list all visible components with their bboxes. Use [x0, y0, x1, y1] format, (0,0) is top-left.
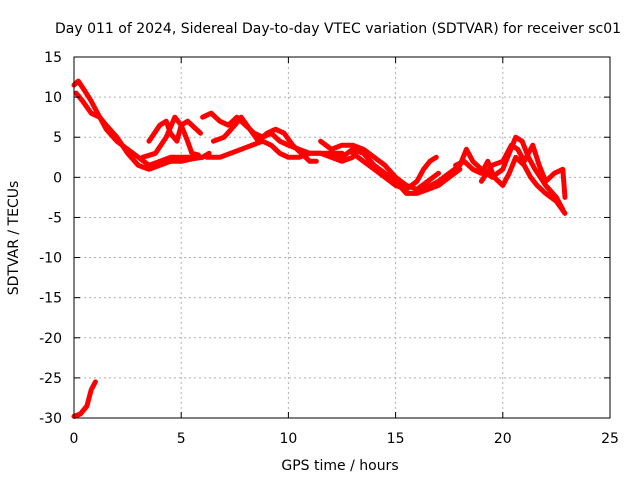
series-track-c: [146, 118, 203, 144]
y-tick-label: -5: [48, 210, 62, 226]
series-track-f: [210, 114, 319, 164]
series-track-b: [73, 90, 206, 172]
plot-frame: [73, 56, 611, 419]
x-tick-label: 25: [601, 431, 619, 447]
x-axis-label: GPS time / hours: [281, 458, 398, 474]
grid: [74, 57, 610, 418]
series-track-m: [478, 142, 568, 200]
x-tick-label: 0: [70, 431, 79, 447]
series-track-g: [204, 138, 356, 164]
series-track-d: [140, 114, 201, 160]
y-tick-label: 15: [44, 50, 62, 66]
x-tick-label: 10: [279, 431, 297, 447]
y-axis-label: SDTVAR / TECUs: [6, 181, 22, 296]
series-track-i: [328, 146, 463, 196]
y-tick-label: -30: [39, 411, 62, 427]
x-tick-label: 5: [177, 431, 186, 447]
series-track-a: [71, 78, 212, 168]
x-tick-label: 15: [387, 431, 405, 447]
series-track-n: [71, 379, 98, 419]
series-track-j: [350, 150, 439, 192]
series-track-k: [414, 134, 566, 212]
chart-title: Day 011 of 2024, Sidereal Day-to-day VTE…: [55, 21, 621, 37]
y-tick-label: 5: [53, 130, 62, 146]
y-tick-label: 0: [53, 170, 62, 186]
series-track-h: [318, 138, 441, 192]
y-tick-label: 10: [44, 90, 62, 106]
x-tick-label: 20: [494, 431, 512, 447]
y-tick-label: -20: [39, 331, 62, 347]
y-tick-label: -25: [39, 371, 62, 387]
y-tick-label: -10: [39, 251, 62, 267]
axis-ticks: 0 5 10 15 20 25 -30 -25 -20 -15 -10 -5 0 5 10 15: [39, 50, 619, 447]
y-tick-label: -15: [39, 291, 62, 307]
series-track-l: [453, 154, 568, 216]
data-series: [71, 78, 568, 419]
